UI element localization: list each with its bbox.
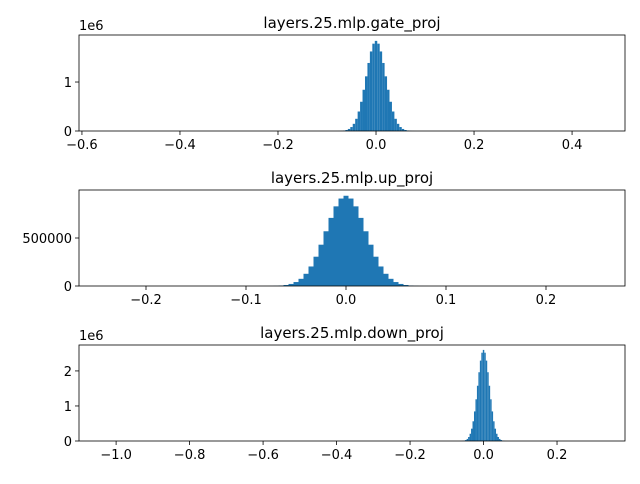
bar <box>486 361 487 441</box>
bar <box>363 90 365 131</box>
bar <box>389 102 391 131</box>
bar <box>304 274 309 286</box>
bar <box>394 119 396 131</box>
bar <box>329 218 334 286</box>
y-tick-label: 1 <box>64 76 72 91</box>
bar <box>375 41 377 131</box>
axes-frame <box>79 345 625 441</box>
bar <box>370 51 372 131</box>
bar <box>360 102 362 131</box>
bar <box>334 206 339 286</box>
bar <box>483 350 484 441</box>
y-tick-label: 500000 <box>22 232 72 247</box>
bar <box>358 112 360 131</box>
bar <box>473 421 474 441</box>
bar <box>392 112 394 131</box>
chart-title: layers.25.mlp.up_proj <box>271 169 433 188</box>
bar <box>477 386 478 441</box>
bar <box>372 44 374 131</box>
bar <box>299 279 304 286</box>
x-tick-label: −0.2 <box>394 448 426 463</box>
bar <box>498 437 499 441</box>
bar <box>471 429 472 441</box>
bar <box>490 399 491 441</box>
x-tick-label: 0.0 <box>336 293 357 308</box>
bar <box>382 63 384 131</box>
bar <box>350 127 352 131</box>
x-tick-label: −0.4 <box>321 448 353 463</box>
y-offset-text: 1e6 <box>79 19 104 34</box>
bar <box>349 199 354 286</box>
y-tick-label: 0 <box>64 280 72 295</box>
bar <box>374 257 379 286</box>
bar <box>397 124 399 131</box>
bar <box>468 437 469 441</box>
bar <box>365 76 367 131</box>
bar <box>379 266 384 286</box>
bar <box>354 206 359 286</box>
x-tick-label: 0.0 <box>473 448 494 463</box>
bar <box>380 51 382 131</box>
y-tick-label: 0 <box>64 435 72 450</box>
chart-title: layers.25.mlp.gate_proj <box>263 14 440 33</box>
axes-frame <box>79 35 625 131</box>
x-tick-label: −1.0 <box>100 448 132 463</box>
bar <box>314 257 319 286</box>
y-tick-label: 1 <box>64 400 72 415</box>
x-tick-label: 0.4 <box>562 138 583 153</box>
bar <box>344 196 349 286</box>
bar <box>496 434 497 441</box>
bar <box>493 421 494 441</box>
bar <box>324 231 329 286</box>
x-tick-label: −0.2 <box>130 293 162 308</box>
bar <box>377 44 379 131</box>
bar <box>489 386 490 441</box>
chart-title: layers.25.mlp.down_proj <box>260 324 444 343</box>
bar <box>369 245 374 286</box>
bar <box>484 353 485 441</box>
bar <box>355 119 357 131</box>
y-tick-label: 0 <box>64 125 72 140</box>
y-offset-text: 1e6 <box>79 329 104 344</box>
x-tick-label: 0.1 <box>436 293 457 308</box>
bar <box>475 399 476 441</box>
bar <box>478 372 479 441</box>
bar <box>394 282 399 286</box>
bar <box>474 411 475 441</box>
bar <box>495 429 496 441</box>
y-tick-label: 2 <box>64 365 72 380</box>
x-tick-label: 0.2 <box>536 293 557 308</box>
bar <box>470 434 471 441</box>
bar <box>384 274 389 286</box>
x-tick-label: 0.2 <box>547 448 568 463</box>
bar <box>399 127 401 131</box>
bar <box>294 282 299 286</box>
bar <box>339 199 344 286</box>
x-tick-label: −0.6 <box>66 138 98 153</box>
x-tick-label: −0.2 <box>262 138 294 153</box>
bar <box>359 218 364 286</box>
x-tick-label: −0.8 <box>174 448 206 463</box>
x-tick-label: −0.1 <box>230 293 262 308</box>
bar <box>487 372 488 441</box>
bar <box>481 353 482 441</box>
bar <box>385 76 387 131</box>
bar <box>389 279 394 286</box>
bar <box>367 63 369 131</box>
bar <box>319 245 324 286</box>
x-tick-label: 0.0 <box>366 138 387 153</box>
bar <box>492 411 493 441</box>
bar <box>364 231 369 286</box>
x-tick-label: −0.4 <box>164 138 196 153</box>
bar <box>387 90 389 131</box>
x-tick-label: 0.2 <box>464 138 485 153</box>
x-tick-label: −0.6 <box>247 448 279 463</box>
bar <box>480 361 481 441</box>
bar <box>309 266 314 286</box>
bar <box>353 124 355 131</box>
